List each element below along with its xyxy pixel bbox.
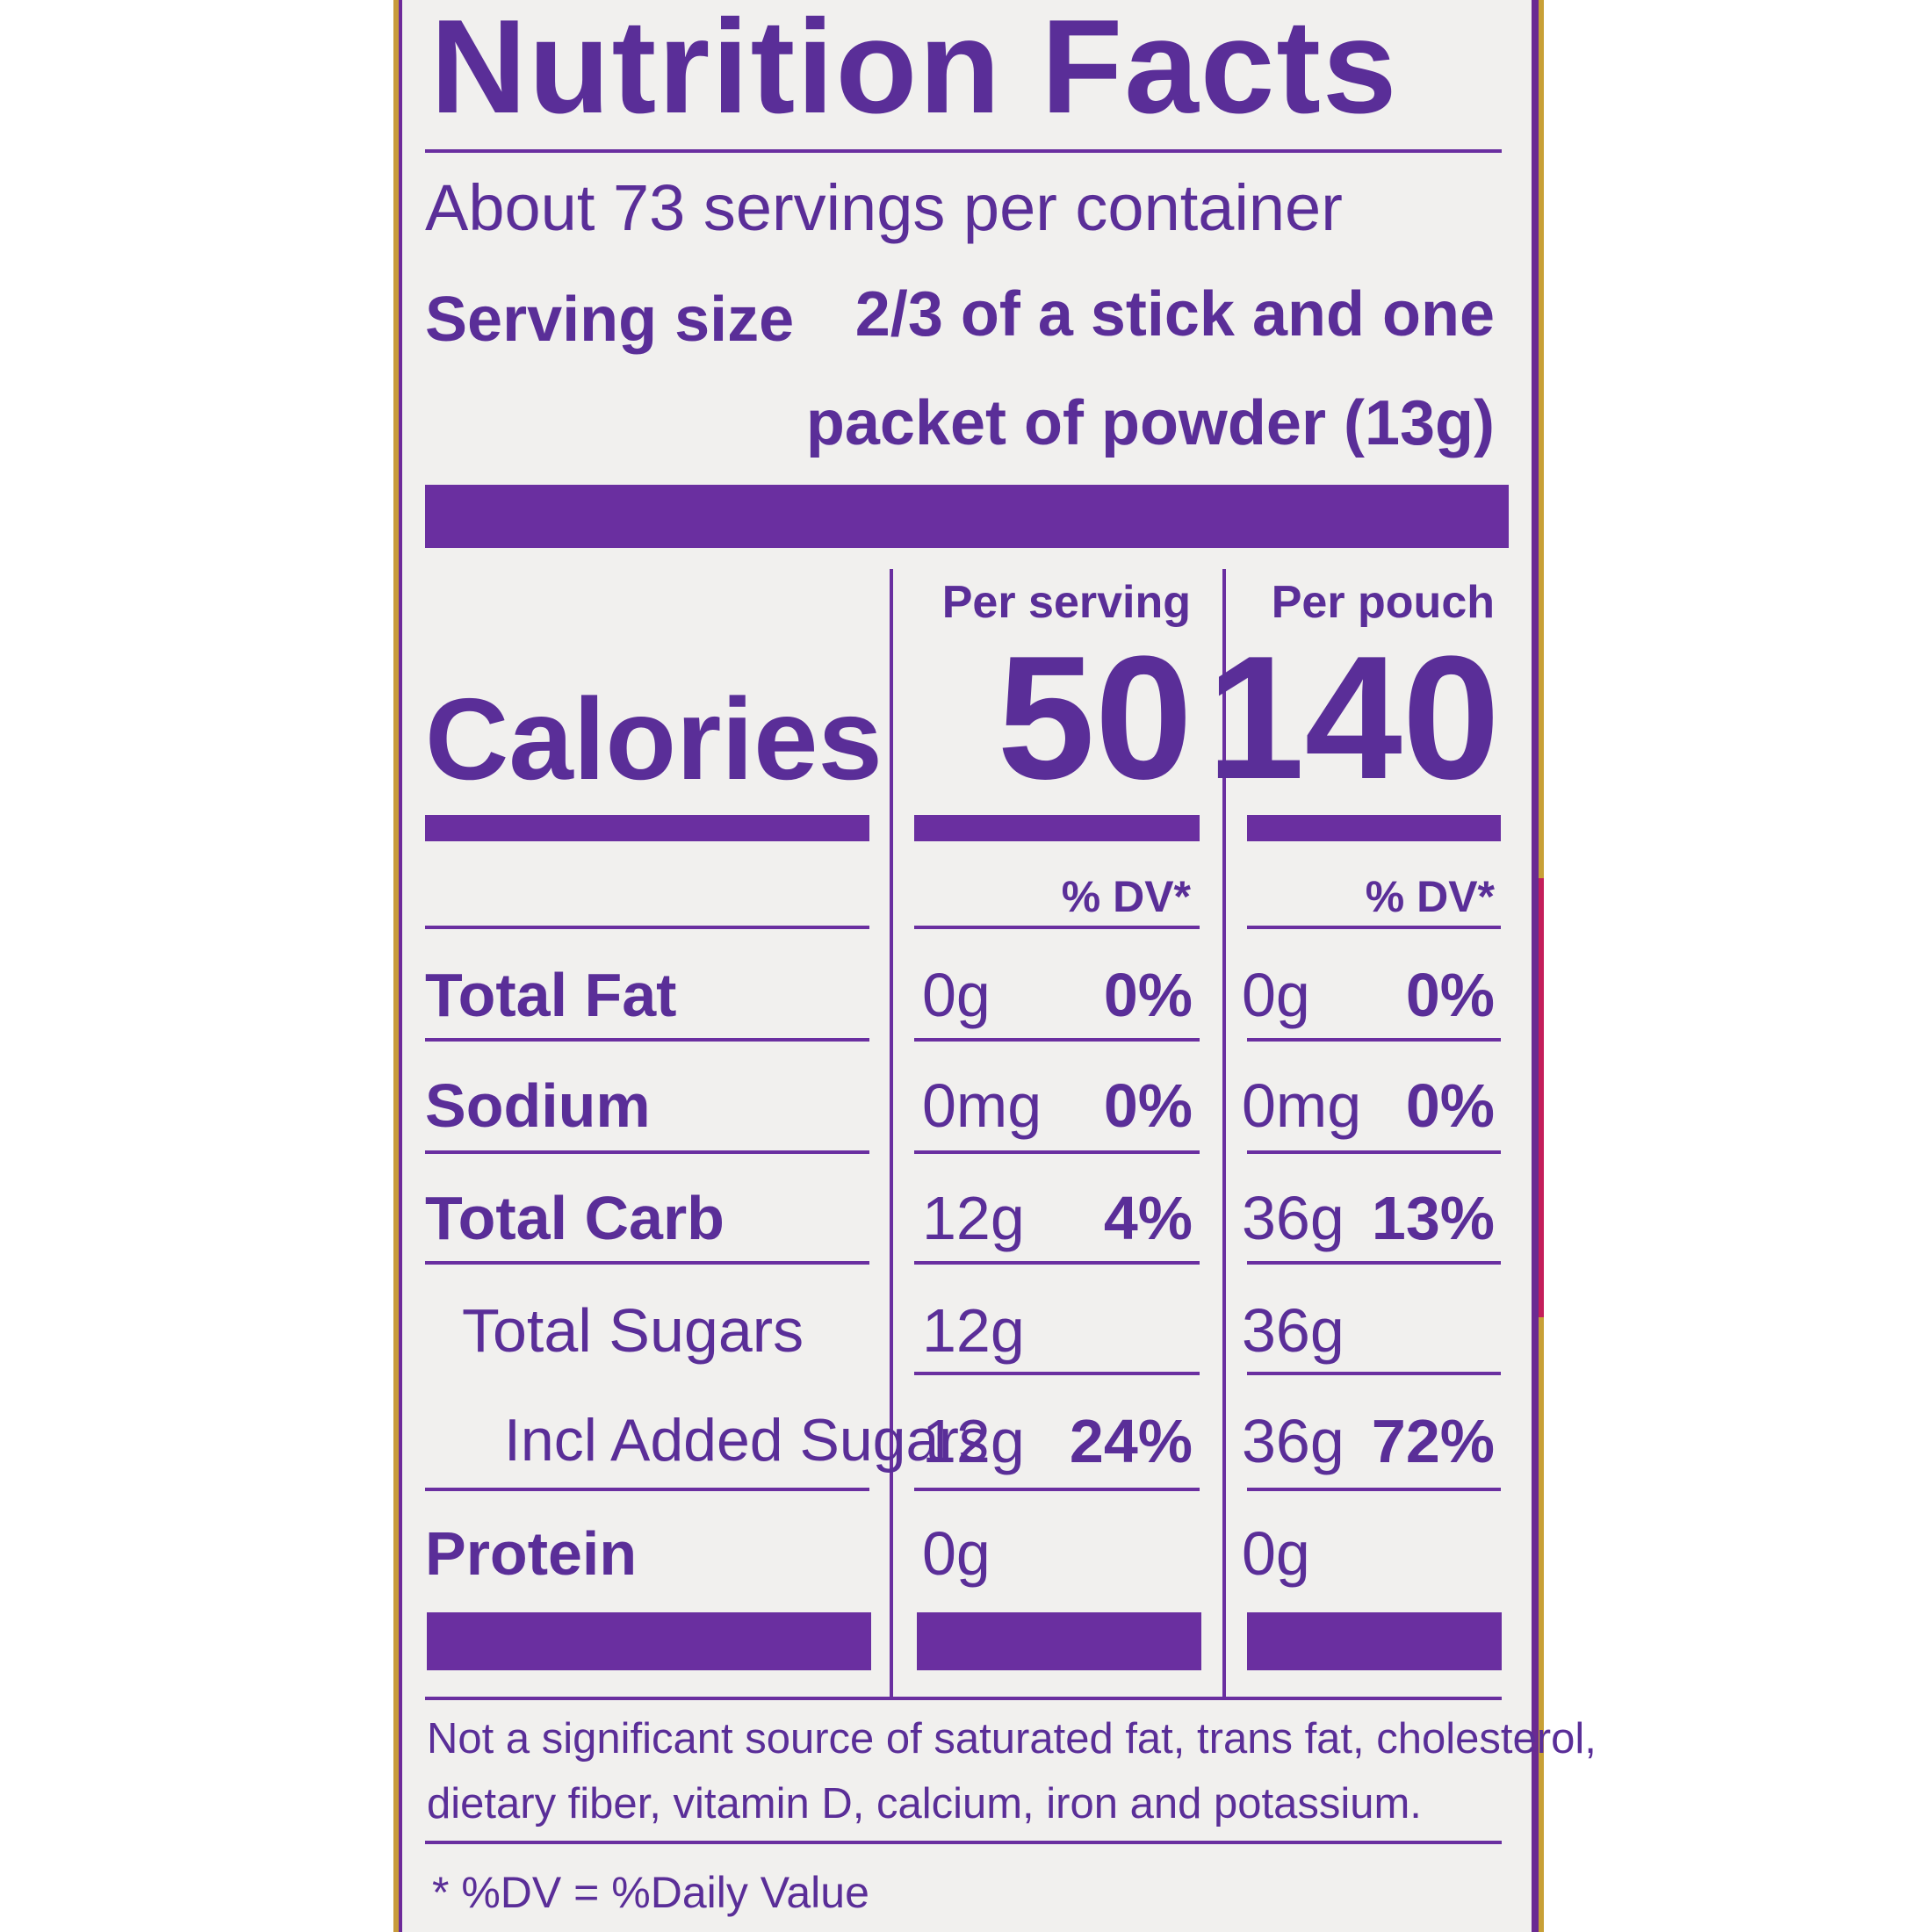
total-fat-serving-amount: 0g [922, 961, 991, 1029]
row-rule [1247, 926, 1501, 929]
per-serving-header: Per serving [941, 577, 1191, 628]
added-sugars-pouch-amount: 36g [1242, 1407, 1344, 1475]
total-fat-pouch-amount: 0g [1242, 961, 1310, 1029]
row-rule [1247, 1488, 1501, 1491]
dv-definition: * %DV = %Daily Value [432, 1868, 869, 1917]
nutrient-name-total-fat: Total Fat [425, 961, 677, 1029]
servings-per-container: About 73 servings per container [425, 171, 1343, 244]
total-carb-pouch-amount: 36g [1242, 1184, 1344, 1252]
serving-size-value-line2: packet of powder (13g) [805, 388, 1495, 458]
nutrient-name-added-sugars: Incl Added Sugars [504, 1407, 989, 1474]
total-sugars-serving-amount: 12g [922, 1296, 1025, 1365]
footnote-line-2: dietary fiber, vitamin D, calcium, iron … [427, 1780, 1422, 1827]
total-carb-serving-amount: 12g [922, 1184, 1025, 1252]
column-divider-2 [1222, 569, 1226, 1698]
total-carb-serving-dv: 4% [1103, 1184, 1193, 1252]
protein-serving-amount: 0g [922, 1519, 991, 1588]
calories-rule-pouch [1247, 815, 1501, 841]
row-rule [425, 1038, 869, 1042]
per-pouch-header: Per pouch [1271, 577, 1495, 628]
thick-rule-bottom-serving [917, 1612, 1201, 1670]
added-sugars-serving-dv: 24% [1069, 1407, 1193, 1475]
thick-rule-top [425, 485, 1509, 548]
calories-per-serving: 50 [997, 620, 1193, 816]
protein-pouch-amount: 0g [1242, 1519, 1310, 1588]
total-sugars-pouch-amount: 36g [1242, 1296, 1344, 1365]
calories-rule-serving [914, 815, 1200, 841]
nutrition-facts-title: Nutrition Facts [430, 0, 1399, 141]
row-rule [1247, 1261, 1501, 1265]
row-rule [425, 926, 869, 929]
thick-rule-bottom-label [427, 1612, 871, 1670]
label-border-right [1532, 0, 1539, 1932]
row-rule [425, 1488, 869, 1491]
sodium-serving-dv: 0% [1103, 1071, 1193, 1140]
row-rule [914, 1038, 1200, 1042]
label-border-right-accent [1539, 878, 1544, 1317]
total-fat-pouch-dv: 0% [1405, 961, 1495, 1029]
nutrient-name-total-carb: Total Carb [425, 1184, 724, 1252]
sodium-serving-amount: 0mg [922, 1071, 1042, 1140]
row-rule [914, 1150, 1200, 1154]
calories-per-pouch: 140 [1207, 620, 1500, 816]
serving-size-label: Serving size [425, 285, 795, 355]
calories-label: Calories [425, 674, 883, 804]
row-rule [425, 1261, 869, 1265]
dv-header-serving: % DV* [1061, 872, 1191, 921]
row-rule [425, 1150, 869, 1154]
sodium-pouch-dv: 0% [1405, 1071, 1495, 1140]
total-carb-pouch-dv: 13% [1371, 1184, 1495, 1252]
footnote-top-rule [425, 1697, 1502, 1700]
serving-size-value-line1: 2/3 of a stick and one [854, 279, 1495, 350]
label-border-left-gold [393, 0, 399, 1932]
row-rule [914, 926, 1200, 929]
nutrient-name-protein: Protein [425, 1519, 638, 1588]
nutrient-name-sodium: Sodium [425, 1071, 651, 1140]
row-rule [1247, 1038, 1501, 1042]
sodium-pouch-amount: 0mg [1242, 1071, 1362, 1140]
added-sugars-pouch-dv: 72% [1371, 1407, 1495, 1475]
thick-rule-bottom-pouch [1247, 1612, 1502, 1670]
nutrition-facts-panel [402, 0, 1532, 1932]
title-rule [425, 149, 1502, 153]
footnote-line-1: Not a significant source of saturated fa… [427, 1715, 1597, 1763]
added-sugars-serving-amount: 12g [922, 1407, 1025, 1475]
column-divider-1 [890, 569, 893, 1698]
nutrient-name-total-sugars: Total Sugars [462, 1296, 804, 1365]
calories-rule-label [425, 815, 869, 841]
row-rule [914, 1261, 1200, 1265]
total-fat-serving-dv: 0% [1103, 961, 1193, 1029]
label-border-left [399, 0, 402, 1932]
row-rule [914, 1488, 1200, 1491]
row-rule [1247, 1372, 1501, 1375]
dv-header-pouch: % DV* [1365, 872, 1495, 921]
row-rule [914, 1372, 1200, 1375]
row-rule [1247, 1150, 1501, 1154]
dv-definition-rule [425, 1841, 1502, 1844]
